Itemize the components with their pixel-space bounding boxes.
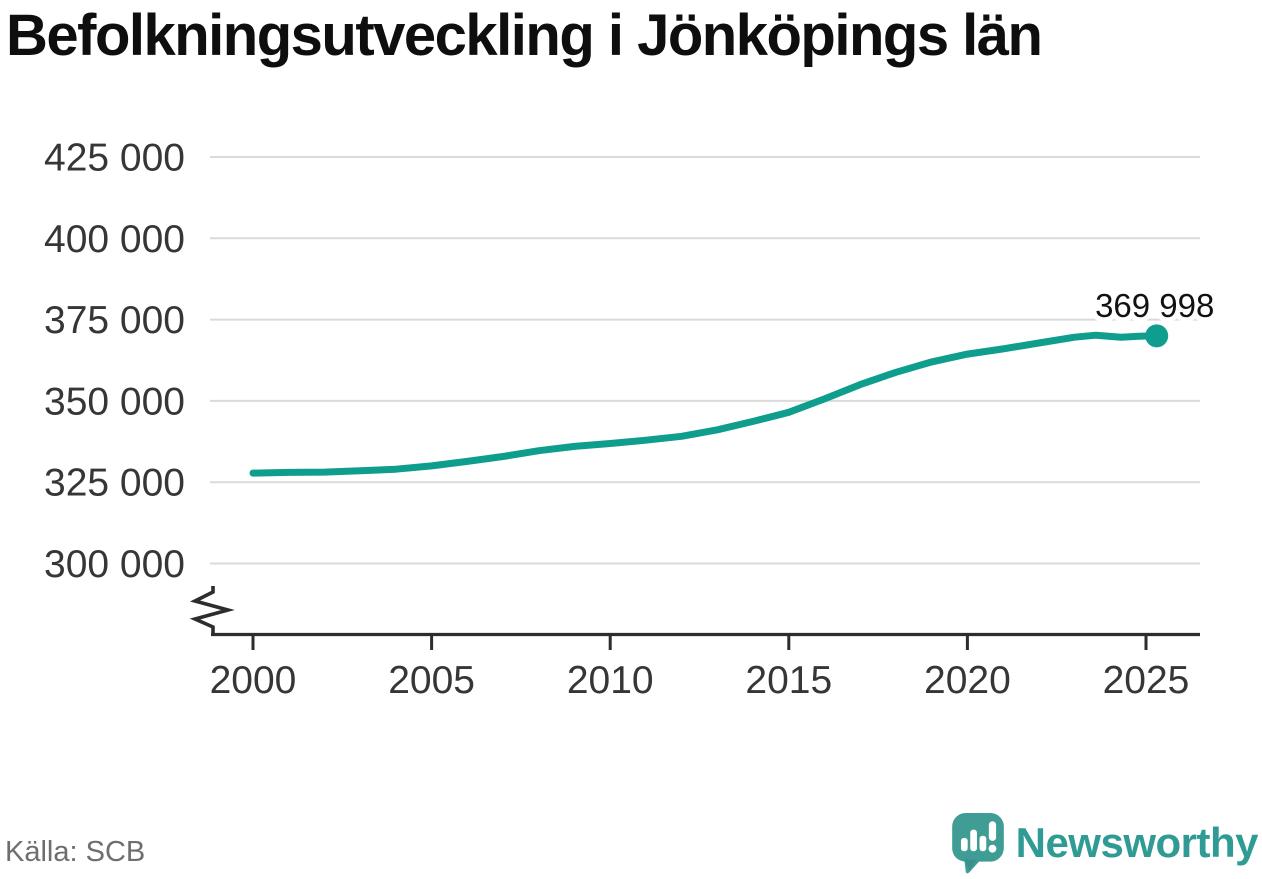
y-tick-label: 375 000	[44, 299, 185, 342]
x-tick-label: 2000	[210, 659, 297, 702]
bar-icon-small	[960, 837, 968, 852]
y-tick-label: 400 000	[44, 218, 185, 261]
y-tick-label: 300 000	[44, 543, 185, 586]
bar-icon-tall	[969, 829, 977, 852]
x-tick-label: 2005	[388, 659, 475, 702]
chart-title: Befolkningsutveckling i Jönköpings län	[6, 3, 1043, 68]
bubble-tail-shadow	[964, 859, 977, 871]
y-tick-label: 325 000	[44, 462, 185, 505]
x-tick-label: 2015	[745, 659, 832, 702]
population-line	[249, 331, 1161, 477]
source-caption: Källa: SCB	[5, 836, 146, 868]
x-tick-label: 2020	[924, 659, 1011, 702]
newsworthy-wordmark: Newsworthy	[1015, 819, 1259, 866]
newsworthy-logo-icon	[951, 813, 1004, 874]
y-tick-label: 350 000	[44, 380, 185, 423]
newsworthy-logo: Newsworthy	[950, 812, 1259, 874]
exclamation-dot-icon	[988, 844, 997, 853]
x-tick-label: 2025	[1103, 659, 1190, 702]
x-tick-label: 2010	[567, 659, 654, 702]
exclamation-bar-icon	[988, 821, 996, 841]
y-tick-label: 425 000	[44, 137, 185, 180]
end-point-dot	[1145, 324, 1169, 348]
speech-bubble-shape	[951, 813, 1004, 874]
end-value-label: 369 998	[1095, 287, 1214, 324]
axis-break-icon	[189, 586, 235, 633]
bar-icon-medium	[979, 835, 986, 852]
